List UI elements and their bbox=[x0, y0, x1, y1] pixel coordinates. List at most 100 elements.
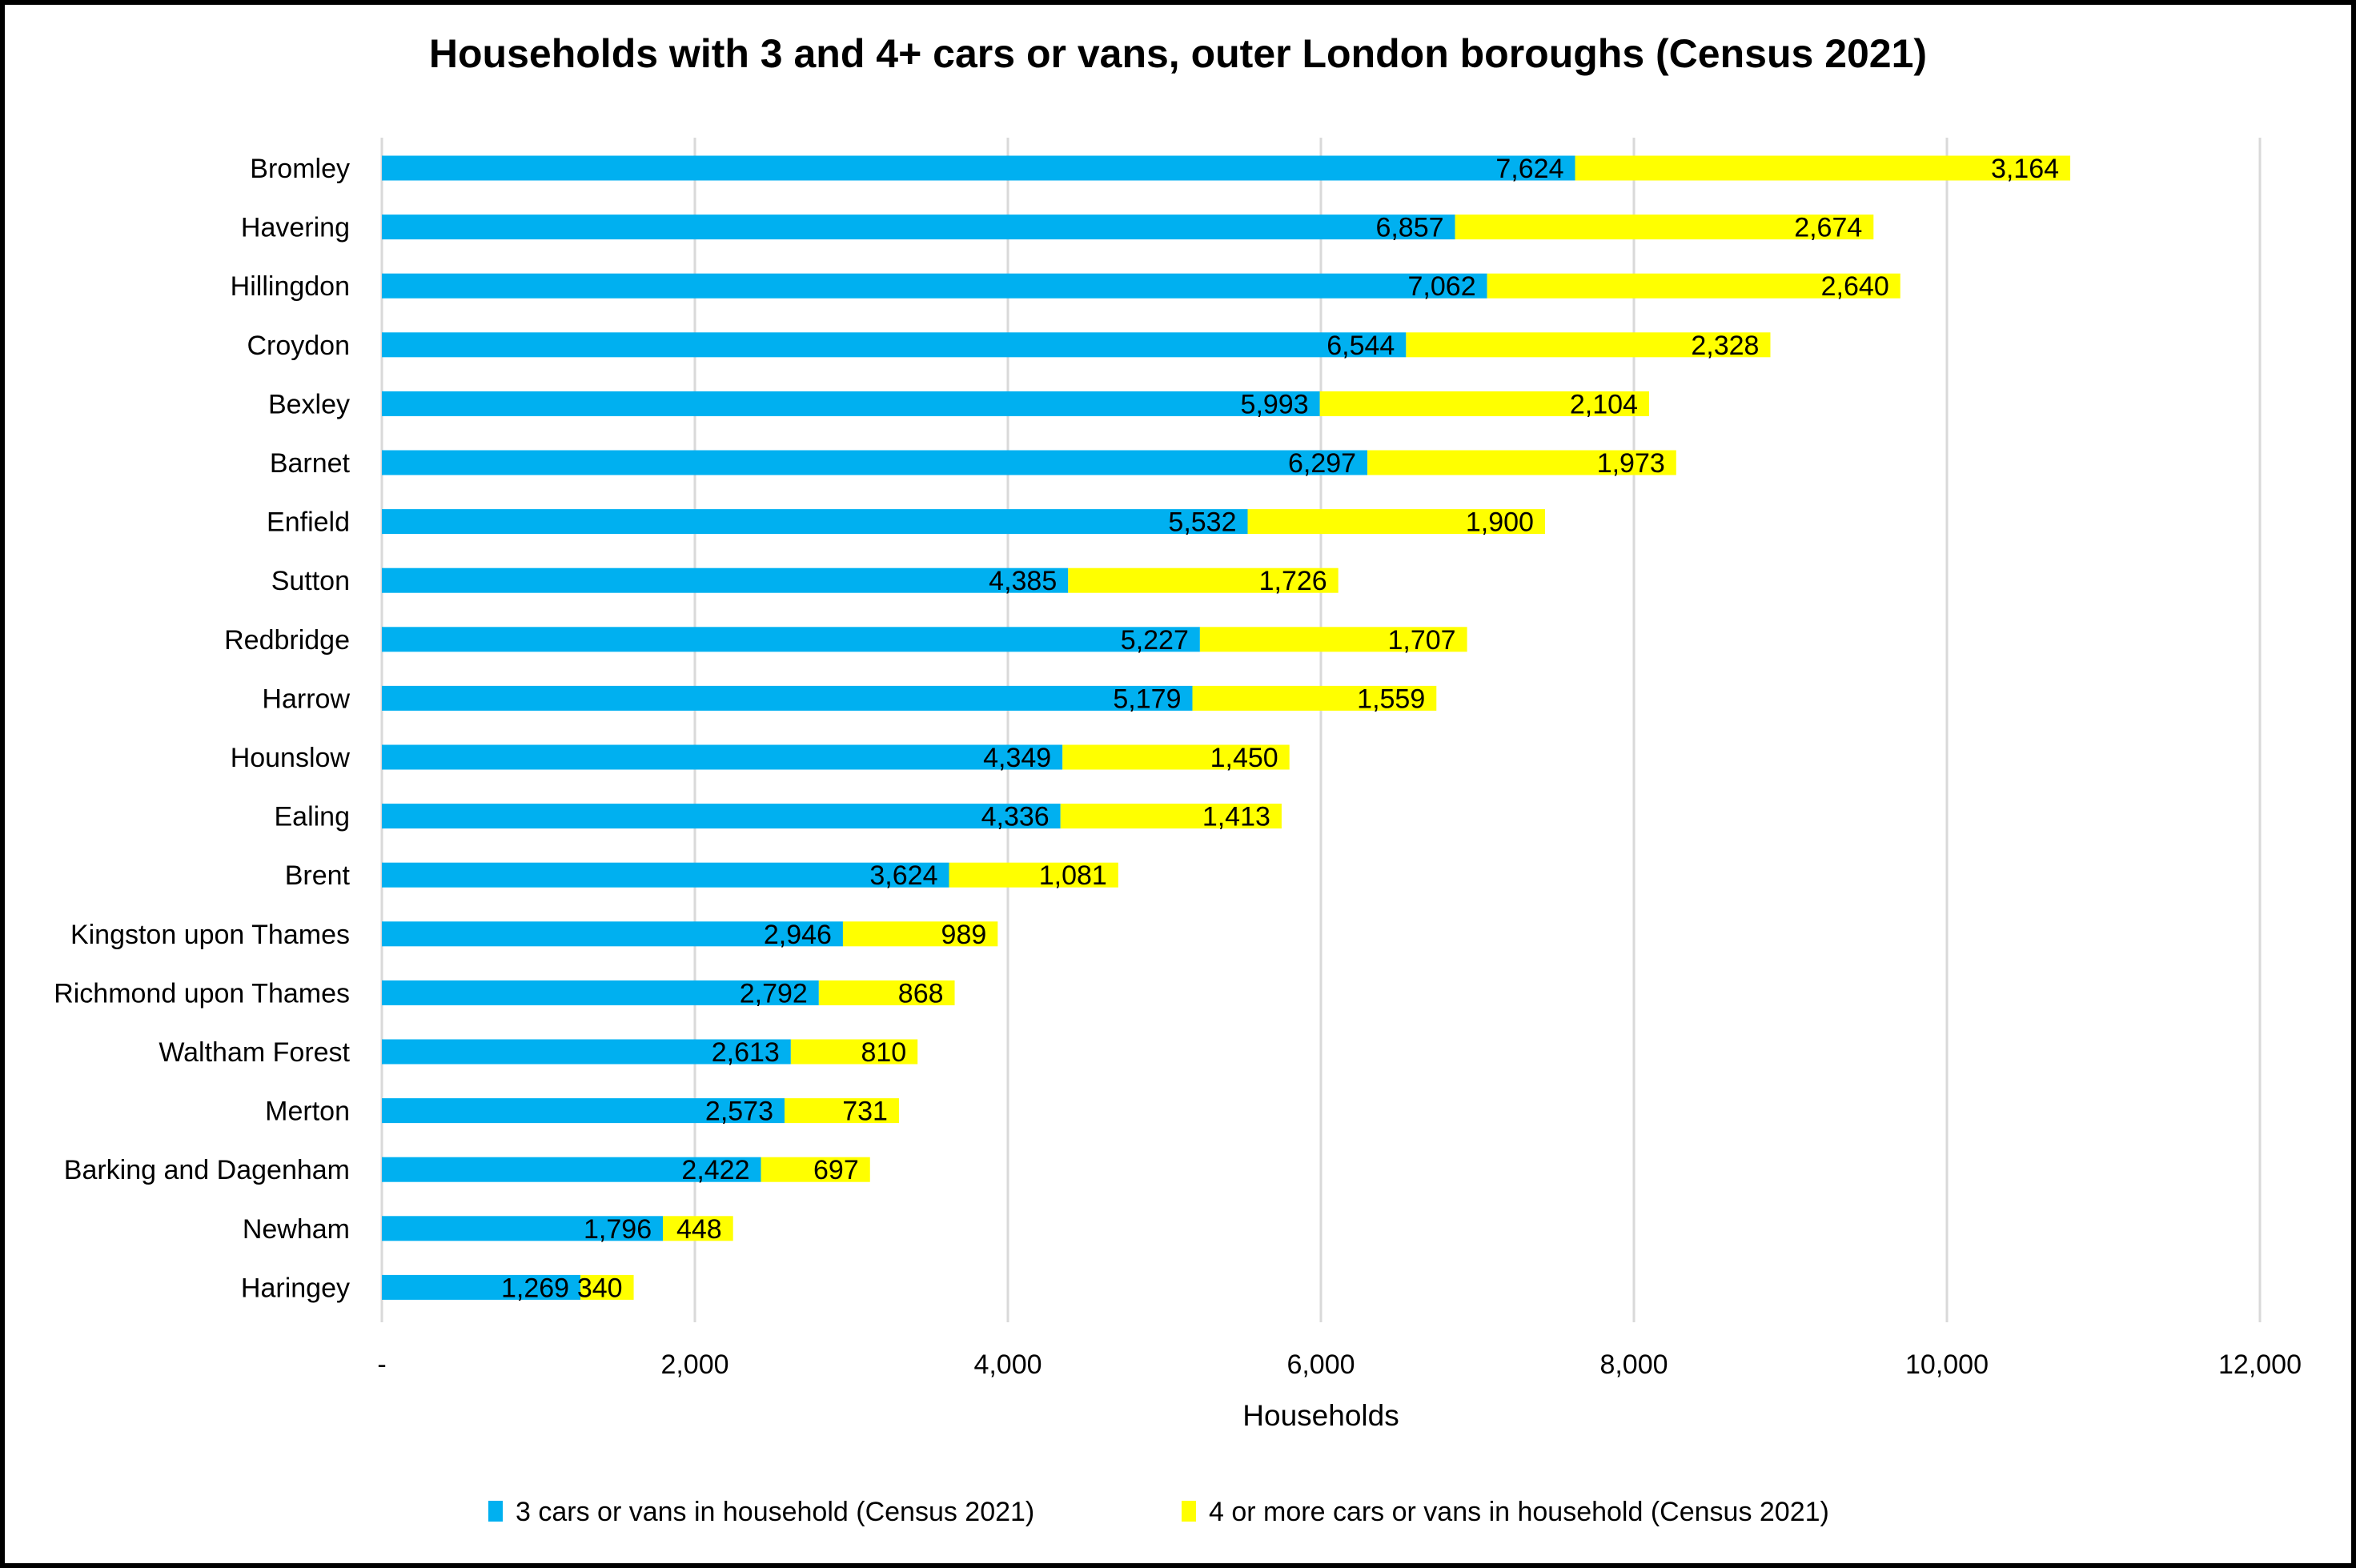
category-label: Brent bbox=[285, 860, 351, 891]
data-label-4plus-cars: 989 bbox=[941, 920, 987, 950]
category-label: Croydon bbox=[247, 331, 350, 361]
legend-label-3-cars: 3 cars or vans in household (Census 2021… bbox=[516, 1497, 1034, 1527]
category-label: Barnet bbox=[270, 448, 351, 479]
data-label-4plus-cars: 2,104 bbox=[1570, 389, 1638, 419]
bar-3-cars bbox=[382, 273, 1487, 299]
data-label-3-cars: 2,946 bbox=[764, 920, 832, 950]
gridlines bbox=[380, 138, 2262, 1322]
data-label-4plus-cars: 1,707 bbox=[1388, 625, 1456, 656]
x-tick-label: 12,000 bbox=[2218, 1349, 2302, 1380]
bar-3-cars bbox=[382, 155, 1575, 181]
bar-4plus-cars bbox=[1575, 155, 2071, 181]
category-label: Harrow bbox=[262, 684, 350, 714]
bar-3-cars bbox=[382, 1157, 761, 1182]
x-tick-label: 2,000 bbox=[660, 1349, 728, 1380]
x-tick-label: 6,000 bbox=[1286, 1349, 1355, 1380]
bar-3-cars bbox=[382, 744, 1063, 770]
category-label: Bexley bbox=[268, 389, 350, 419]
bar-4plus-cars bbox=[1406, 332, 1771, 358]
legend-swatch-4plus-cars bbox=[1182, 1501, 1196, 1522]
bar-4plus-cars bbox=[1319, 391, 1649, 416]
bar-3-cars bbox=[382, 1098, 785, 1124]
bars: 7,624 3,164 6,857 2,674 7,062 2,640 6,544 2,328… bbox=[382, 154, 2071, 1303]
category-label: Richmond upon Thames bbox=[54, 978, 350, 1009]
bar-3-cars bbox=[382, 627, 1200, 652]
bar-4plus-cars bbox=[580, 1274, 634, 1300]
bar-4plus-cars bbox=[842, 921, 998, 947]
data-label-4plus-cars: 2,674 bbox=[1794, 213, 1862, 243]
bar-4plus-cars bbox=[761, 1157, 870, 1182]
bar-4plus-cars bbox=[790, 1039, 918, 1065]
x-tick-label: - bbox=[377, 1349, 386, 1380]
data-label-4plus-cars: 1,559 bbox=[1357, 684, 1425, 714]
bar-3-cars bbox=[382, 1216, 664, 1241]
data-label-3-cars: 5,993 bbox=[1241, 389, 1309, 419]
data-label-4plus-cars: 731 bbox=[842, 1097, 888, 1127]
x-tick-label: 10,000 bbox=[1905, 1349, 1989, 1380]
bar-3-cars bbox=[382, 921, 843, 947]
data-label-3-cars: 6,857 bbox=[1375, 213, 1443, 243]
legend-label-4plus-cars: 4 or more cars or vans in household (Cen… bbox=[1209, 1497, 1829, 1527]
data-label-3-cars: 7,624 bbox=[1495, 154, 1563, 184]
category-label: Sutton bbox=[271, 566, 350, 596]
bar-4plus-cars bbox=[663, 1216, 733, 1241]
x-tick-labels: - 2,000 4,000 6,000 8,000 10,000 12,000 bbox=[377, 1349, 2302, 1380]
data-label-3-cars: 1,269 bbox=[501, 1273, 569, 1303]
bar-3-cars bbox=[382, 685, 1193, 711]
bar-3-cars bbox=[382, 980, 819, 1005]
data-label-4plus-cars: 448 bbox=[676, 1214, 722, 1245]
data-label-3-cars: 4,336 bbox=[981, 802, 1050, 832]
data-label-4plus-cars: 1,450 bbox=[1210, 743, 1278, 773]
bar-3-cars bbox=[382, 567, 1069, 593]
bar-3-cars bbox=[382, 1274, 581, 1300]
x-axis-title: Households bbox=[1242, 1399, 1399, 1432]
category-label: Kingston upon Thames bbox=[70, 920, 350, 950]
category-label: Newham bbox=[243, 1214, 350, 1245]
bar-3-cars bbox=[382, 332, 1407, 358]
data-label-4plus-cars: 2,328 bbox=[1691, 331, 1759, 361]
category-label: Ealing bbox=[274, 802, 350, 832]
data-label-3-cars: 4,385 bbox=[989, 566, 1057, 596]
category-label: Havering bbox=[241, 213, 350, 243]
data-label-3-cars: 2,573 bbox=[705, 1097, 773, 1127]
category-label: Hounslow bbox=[231, 743, 351, 773]
category-label: Bromley bbox=[250, 154, 350, 184]
data-label-4plus-cars: 3,164 bbox=[1991, 154, 2059, 184]
category-label: Merton bbox=[265, 1097, 350, 1127]
data-label-4plus-cars: 1,081 bbox=[1039, 860, 1107, 891]
data-label-3-cars: 6,297 bbox=[1288, 448, 1356, 479]
category-label: Enfield bbox=[267, 507, 350, 538]
bar-4plus-cars bbox=[1247, 509, 1545, 535]
data-label-3-cars: 1,796 bbox=[584, 1214, 652, 1245]
chart-title: Households with 3 and 4+ cars or vans, o… bbox=[428, 31, 1928, 76]
category-labels: Bromley Havering Hillingdon Croydon Bexley Ba… bbox=[54, 154, 350, 1303]
bar-3-cars bbox=[382, 509, 1248, 535]
data-label-4plus-cars: 340 bbox=[577, 1273, 623, 1303]
data-label-3-cars: 2,613 bbox=[712, 1037, 780, 1068]
bar-4plus-cars bbox=[1068, 567, 1339, 593]
data-label-3-cars: 4,349 bbox=[983, 743, 1051, 773]
category-label: Hillingdon bbox=[231, 271, 350, 302]
data-label-3-cars: 2,422 bbox=[681, 1155, 749, 1185]
data-label-4plus-cars: 1,900 bbox=[1466, 507, 1534, 538]
data-label-4plus-cars: 2,640 bbox=[1821, 271, 1889, 302]
x-tick-label: 8,000 bbox=[1599, 1349, 1668, 1380]
data-label-3-cars: 2,792 bbox=[740, 978, 808, 1009]
data-label-4plus-cars: 1,973 bbox=[1597, 448, 1665, 479]
bar-4plus-cars bbox=[1060, 804, 1282, 829]
x-tick-label: 4,000 bbox=[973, 1349, 1042, 1380]
bar-4plus-cars bbox=[818, 980, 955, 1005]
data-label-3-cars: 6,544 bbox=[1327, 331, 1395, 361]
category-label: Haringey bbox=[241, 1273, 350, 1303]
data-label-3-cars: 5,532 bbox=[1168, 507, 1236, 538]
data-label-4plus-cars: 697 bbox=[813, 1155, 859, 1185]
legend-swatch-3-cars bbox=[488, 1501, 503, 1522]
bar-3-cars bbox=[382, 804, 1061, 829]
data-label-4plus-cars: 868 bbox=[898, 978, 944, 1009]
bar-4plus-cars bbox=[1199, 627, 1467, 652]
bar-3-cars bbox=[382, 1039, 791, 1065]
data-label-3-cars: 3,624 bbox=[869, 860, 937, 891]
category-label: Barking and Dagenham bbox=[64, 1155, 350, 1185]
